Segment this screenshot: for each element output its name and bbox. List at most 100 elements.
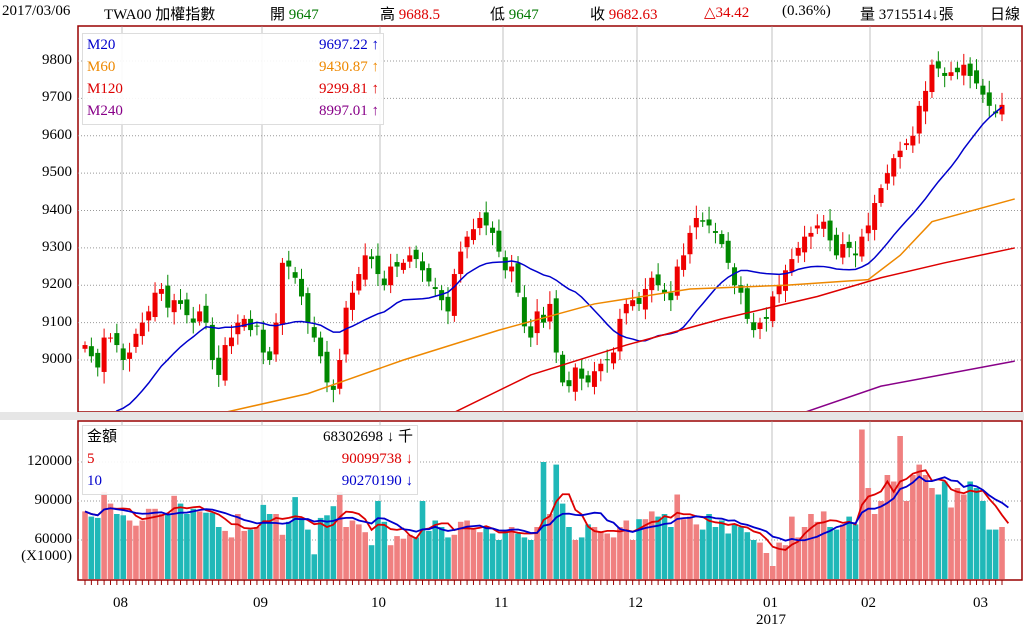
candle-body xyxy=(426,268,432,282)
month-label: 01 xyxy=(763,595,778,611)
candle-body xyxy=(292,272,298,278)
volume-bar xyxy=(578,537,585,579)
volume-bar xyxy=(948,507,954,579)
volume-bar xyxy=(101,491,107,579)
volume-bar xyxy=(489,533,496,579)
period-selector[interactable]: 日線 xyxy=(990,7,1021,23)
change-value: △34.42 xyxy=(704,5,750,21)
month-label: 11 xyxy=(494,595,509,611)
volume-bar xyxy=(247,529,254,579)
candle-body xyxy=(738,285,744,293)
legend-value: 8997.01 ↑ xyxy=(319,103,379,119)
volume-bar xyxy=(585,524,591,579)
volume-bar xyxy=(266,514,273,579)
month-label: 03 xyxy=(973,595,988,611)
candle-body xyxy=(502,257,508,271)
volume-bar xyxy=(712,527,719,579)
volume-bar xyxy=(935,494,942,579)
volume-bar xyxy=(317,517,324,579)
volume-bar xyxy=(222,530,228,579)
volume-bar xyxy=(298,517,305,579)
candle-body xyxy=(133,333,139,347)
volume-bar xyxy=(394,536,400,579)
volume-bar xyxy=(343,527,349,579)
volume-bar xyxy=(515,533,521,579)
candle-body xyxy=(942,72,948,76)
m60-line xyxy=(227,198,1015,411)
high-label: 高 xyxy=(380,7,396,23)
volume-bar xyxy=(967,481,973,579)
volume-value: 3715514↓張 xyxy=(878,7,954,23)
volume-bar xyxy=(801,527,808,579)
volume-bar xyxy=(706,514,712,579)
close-value: 9682.63 xyxy=(608,7,658,23)
price-tick-label: 9300 xyxy=(42,238,72,255)
volume-bar xyxy=(336,491,343,579)
candle-body xyxy=(311,327,317,338)
volume-bar xyxy=(719,520,725,579)
volume-bar xyxy=(241,530,248,579)
volume-bar xyxy=(814,521,821,579)
candle-body xyxy=(375,255,381,275)
m240-line xyxy=(806,360,1015,411)
candle-body xyxy=(744,288,750,319)
volume-bar xyxy=(82,511,88,579)
candle-body xyxy=(700,220,706,222)
legend-value: 9299.81 ↑ xyxy=(319,81,379,97)
volume-bar xyxy=(184,514,190,579)
volume-bar xyxy=(177,503,184,579)
candle-body xyxy=(591,371,597,387)
legend-name: M60 xyxy=(87,59,116,75)
open-value: 9647 xyxy=(288,7,319,23)
volume-bar xyxy=(228,537,235,579)
candle-body xyxy=(719,234,725,245)
volume-bar xyxy=(502,529,509,579)
candle-body xyxy=(235,322,241,335)
candle-body xyxy=(872,203,878,230)
legend-row: M240 8997.01 ↑ xyxy=(83,100,383,122)
volume-bar xyxy=(878,501,884,579)
volume-tick-label: 90000 xyxy=(34,492,73,508)
candle-body xyxy=(178,300,184,304)
candle-body xyxy=(273,322,279,355)
candle-body xyxy=(324,351,330,383)
candle-body xyxy=(661,289,667,293)
volume-bar xyxy=(419,501,426,579)
volume-bar xyxy=(445,537,451,579)
volume-bar xyxy=(808,514,814,579)
volume-bar xyxy=(254,527,260,579)
legend-value: 90099738 ↓ xyxy=(341,451,413,467)
legend-row: M120 9299.81 ↑ xyxy=(83,78,383,100)
volume-bar xyxy=(107,503,114,579)
volume-bar xyxy=(477,532,483,579)
low-label: 低 xyxy=(490,7,506,23)
candle-body xyxy=(929,64,935,93)
volume-bar xyxy=(980,501,986,579)
legend-name: 10 xyxy=(87,473,102,489)
candle-body xyxy=(763,317,769,319)
legend-row: M60 9430.87 ↑ xyxy=(83,56,383,78)
legend-value: 9430.87 ↑ xyxy=(319,59,379,75)
candle-body xyxy=(343,307,349,355)
candle-body xyxy=(961,64,967,76)
candle-body xyxy=(203,305,209,323)
volume-bar xyxy=(279,534,286,579)
volume-bar xyxy=(865,488,872,579)
volume-bar xyxy=(897,436,903,579)
volume-bar xyxy=(954,488,961,579)
candle-body xyxy=(216,357,222,375)
price-tick-label: 9400 xyxy=(42,201,72,218)
candle-body xyxy=(101,337,107,372)
m120-line xyxy=(455,247,1015,411)
candle-body xyxy=(413,249,419,260)
candle-body xyxy=(120,348,126,360)
candle-body xyxy=(566,380,572,387)
change-percent: (0.36%) xyxy=(782,3,831,19)
volume-bar xyxy=(833,529,840,579)
volume-bar xyxy=(661,514,668,579)
volume-bar xyxy=(305,529,311,579)
candle-body xyxy=(483,212,489,226)
volume-bar xyxy=(158,514,165,579)
volume-bar xyxy=(820,511,827,579)
